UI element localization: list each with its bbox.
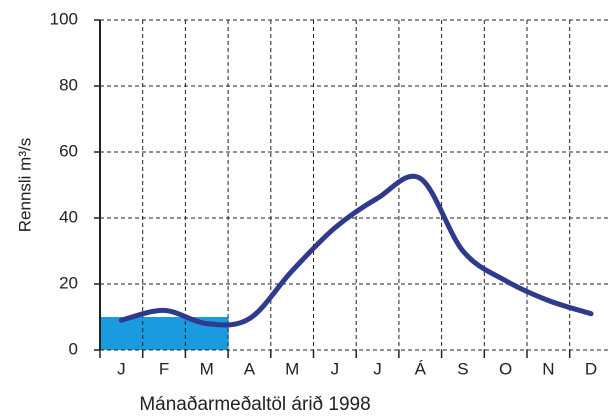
- x-tick-label: M: [200, 359, 214, 378]
- x-tick-label: S: [457, 359, 468, 378]
- y-tick-label: 40: [59, 207, 78, 226]
- x-tick-label: J: [331, 359, 340, 378]
- y-tick-label: 20: [59, 273, 78, 292]
- y-tick-label: 80: [59, 75, 78, 94]
- x-tick-label: N: [542, 359, 554, 378]
- x-tick-label: J: [117, 359, 126, 378]
- x-tick-label: O: [499, 359, 512, 378]
- y-tick-label: 60: [59, 141, 78, 160]
- y-axis-label: Rennsli m³/s: [15, 138, 34, 232]
- x-tick-label: M: [285, 359, 299, 378]
- line: [118, 173, 594, 328]
- bar: [142, 317, 186, 350]
- y-tick-label: 100: [50, 9, 78, 28]
- y-tick-label: 0: [69, 339, 78, 358]
- x-axis-label: Mánaðarmeðaltöl árið 1998: [139, 394, 370, 415]
- x-tick-label: F: [159, 359, 169, 378]
- x-tick-label: J: [373, 359, 382, 378]
- x-tick-label: Á: [415, 359, 427, 378]
- x-tick-label: A: [244, 359, 256, 378]
- x-tick-label: D: [585, 359, 597, 378]
